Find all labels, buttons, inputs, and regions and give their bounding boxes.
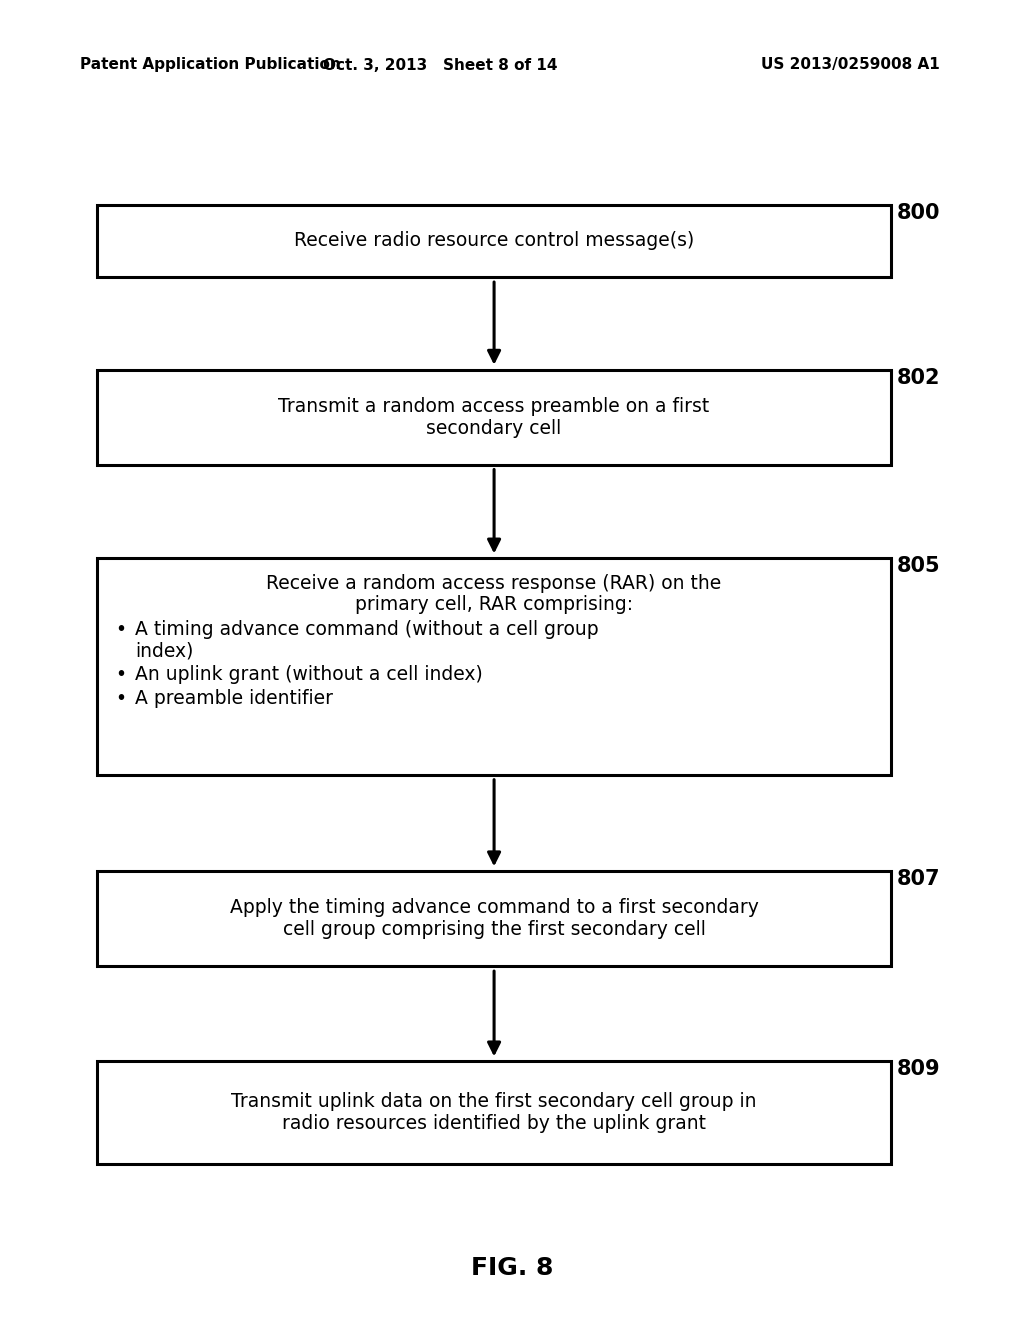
Text: index): index) [135,642,194,660]
Bar [97,370,891,465]
Bar [97,1061,891,1164]
Text: A preamble identifier: A preamble identifier [135,689,333,709]
Text: •: • [116,689,126,709]
Bar [97,205,891,277]
Text: Receive radio resource control message(s): Receive radio resource control message(s… [294,231,694,251]
Text: primary cell, RAR comprising:: primary cell, RAR comprising: [355,595,633,614]
Text: US 2013/0259008 A1: US 2013/0259008 A1 [761,58,940,73]
Text: 805: 805 [897,556,940,577]
Text: secondary cell: secondary cell [426,418,562,438]
Bar [97,558,891,775]
Text: 802: 802 [897,367,940,388]
Text: An uplink grant (without a cell index): An uplink grant (without a cell index) [135,665,483,684]
Text: Receive a random access response (RAR) on the: Receive a random access response (RAR) o… [266,574,722,594]
Text: Patent Application Publication: Patent Application Publication [80,58,341,73]
Text: Transmit a random access preamble on a first: Transmit a random access preamble on a f… [279,396,710,416]
Text: 800: 800 [897,202,940,223]
Text: Apply the timing advance command to a first secondary: Apply the timing advance command to a fi… [229,898,759,917]
Text: 809: 809 [897,1059,940,1080]
Text: •: • [116,665,126,684]
Text: Oct. 3, 2013   Sheet 8 of 14: Oct. 3, 2013 Sheet 8 of 14 [323,58,557,73]
Bar [97,871,891,966]
Text: Transmit uplink data on the first secondary cell group in: Transmit uplink data on the first second… [231,1092,757,1111]
Text: 807: 807 [897,869,940,890]
Text: •: • [116,620,126,639]
Text: FIG. 8: FIG. 8 [471,1257,553,1280]
Text: radio resources identified by the uplink grant: radio resources identified by the uplink… [282,1114,707,1134]
Text: A timing advance command (without a cell group: A timing advance command (without a cell… [135,620,599,639]
Text: cell group comprising the first secondary cell: cell group comprising the first secondar… [283,920,706,940]
